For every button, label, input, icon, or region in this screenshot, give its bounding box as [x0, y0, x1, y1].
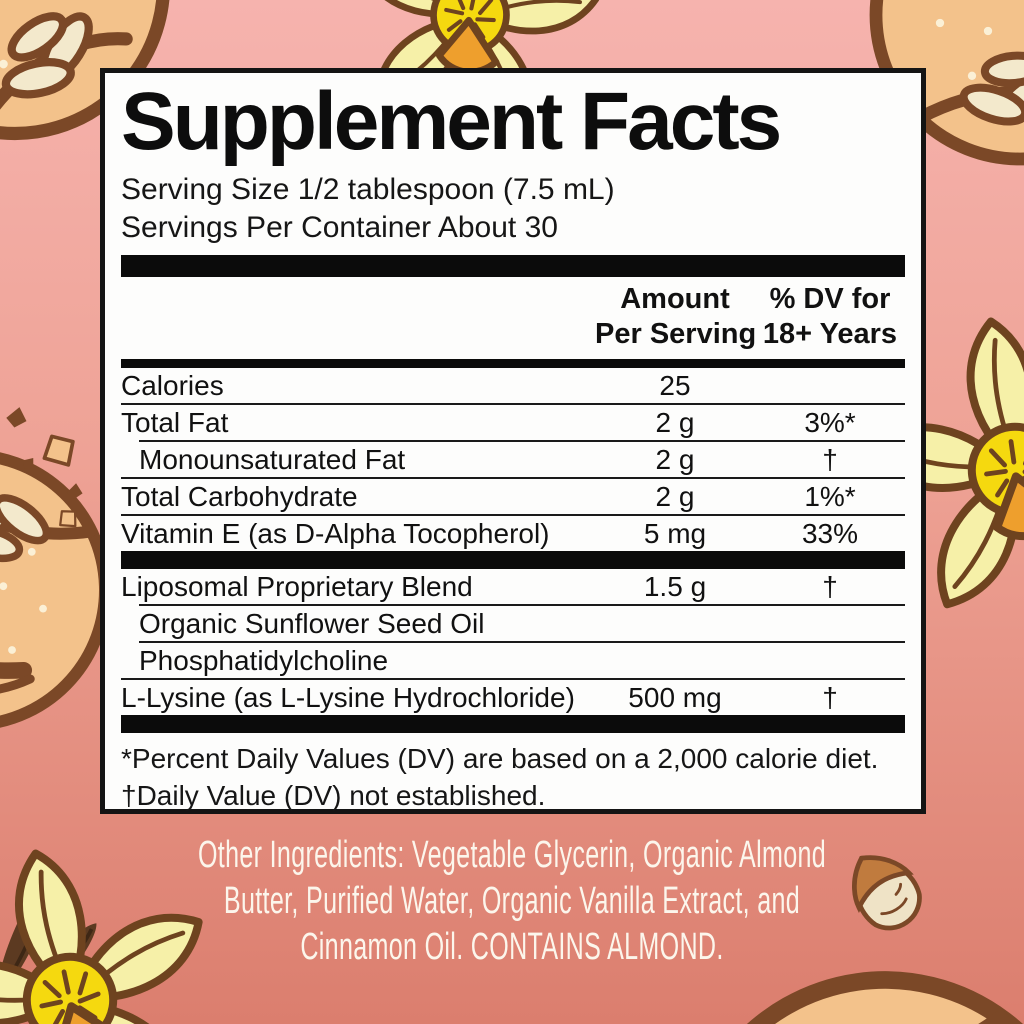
- row-divider: [121, 477, 905, 479]
- row-divider: [121, 514, 905, 516]
- other-ingredients: Other Ingredients: Vegetable Glycerin, O…: [174, 832, 850, 970]
- other-ingredients-line: Butter, Purified Water, Organic Vanilla …: [223, 880, 801, 922]
- column-header-dv: % DV for 18+ Years: [762, 283, 898, 350]
- row-divider: [139, 604, 905, 606]
- table-row-vitamin-e: Vitamin E (as D-Alpha Tocopherol) 5 mg 33%: [121, 518, 859, 549]
- serving-size: Serving Size 1/2 tablespoon (7.5 mL): [121, 173, 615, 206]
- footnote-daily-values: *Percent Daily Values (DV) are based on …: [121, 743, 879, 774]
- column-header-amount: Amount Per Serving: [595, 283, 757, 350]
- row-divider: [139, 440, 905, 442]
- table-row-liposomal-blend: Liposomal Proprietary Blend 1.5 g †: [121, 571, 838, 602]
- other-ingredients-line: Other Ingredients: Vegetable Glycerin, O…: [197, 834, 827, 876]
- crumb-icon: [0, 396, 38, 437]
- table-row-monounsaturated-fat: Monounsaturated Fat 2 g †: [139, 444, 838, 475]
- servings-per-container: Servings Per Container About 30: [121, 211, 558, 244]
- other-ingredients-line: Cinnamon Oil. CONTAINS ALMOND.: [300, 926, 724, 968]
- table-row-sunflower-seed-oil: Organic Sunflower Seed Oil: [139, 608, 485, 639]
- divider-bar-medium: [121, 359, 905, 368]
- divider-bar-thick: [121, 255, 905, 277]
- table-row-phosphatidylcholine: Phosphatidylcholine: [139, 645, 389, 676]
- supplement-facts-panel: Supplement Facts Serving Size 1/2 tables…: [100, 68, 926, 814]
- footnotes: *Percent Daily Values (DV) are based on …: [121, 740, 905, 814]
- table-row-calories: Calories 25: [121, 370, 691, 401]
- table-row-total-carbohydrate: Total Carbohydrate 2 g 1%*: [121, 481, 856, 512]
- column-headers: Amount Per Serving % DV for 18+ Years: [121, 277, 905, 359]
- footnote-dv-not-established: †Daily Value (DV) not established.: [121, 780, 546, 811]
- row-divider: [139, 641, 905, 643]
- divider-bar-section: [121, 551, 905, 569]
- table-row-total-fat: Total Fat 2 g 3%*: [121, 407, 856, 438]
- panel-title: Supplement Facts: [121, 76, 782, 167]
- table-row-l-lysine: L-Lysine (as L-Lysine Hydrochloride) 500 …: [121, 682, 838, 713]
- divider-bar-section: [121, 715, 905, 733]
- row-divider: [121, 678, 905, 680]
- row-divider: [121, 403, 905, 405]
